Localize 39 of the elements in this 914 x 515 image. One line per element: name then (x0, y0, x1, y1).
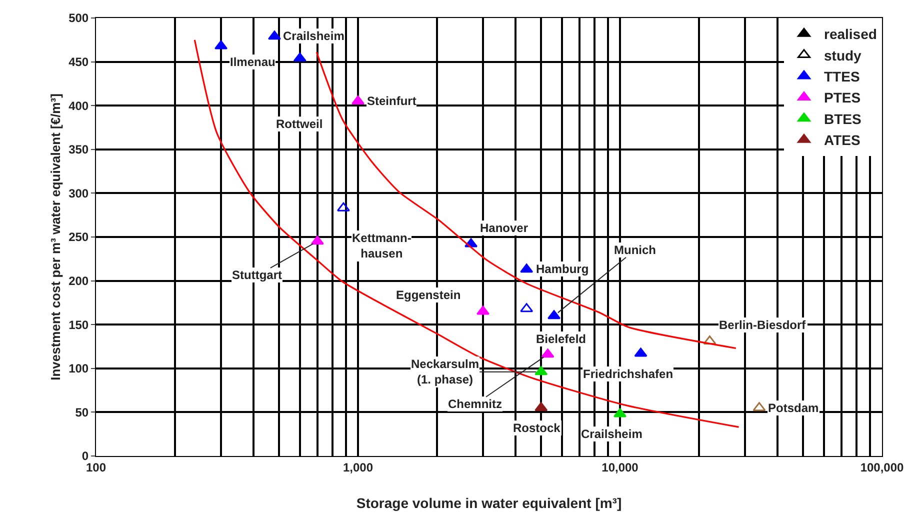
y-tick-label: 500 (68, 11, 89, 26)
y-tick-label: 250 (68, 230, 89, 244)
annotation: Steinfurt (367, 94, 416, 108)
y-tick-label: 350 (68, 142, 89, 157)
x-tick-label: 100,000 (860, 460, 904, 474)
y-tick-label: 450 (68, 55, 89, 69)
y-tick-label: 100 (68, 362, 89, 376)
y-tick-label: 300 (68, 186, 89, 200)
legend-label: BTES (824, 110, 862, 127)
annotation: Chemnitz (448, 397, 502, 411)
y-axis-title: Investment cost per m³ water equivalent [€/m³] (48, 94, 63, 380)
x-tick-label: 1,000 (342, 460, 374, 474)
y-tick-label: 150 (68, 318, 89, 332)
annotation: Crailsheim (283, 29, 344, 43)
x-tick-label: 10,000 (602, 460, 639, 474)
annotation: Ilmenau (230, 55, 276, 69)
annotation: Hamburg (536, 262, 589, 276)
annotation: Rostock (513, 421, 561, 435)
annotation: Bielefeld (536, 332, 586, 346)
y-tick-label: 400 (68, 98, 89, 113)
x-axis-title: Storage volume in water equivalent [m³] (356, 495, 622, 511)
legend-label: study (824, 47, 862, 64)
y-tick-label: 50 (75, 405, 89, 420)
annotation: Neckarsulm (1. phase) (411, 357, 480, 387)
legend-label: realised (824, 26, 877, 42)
annotation: Stuttgart (232, 268, 282, 282)
annotation: Potsdam (768, 401, 819, 415)
legend-label: ATES (824, 132, 860, 148)
annotation: Eggenstein (396, 288, 461, 302)
annotation: Friedrichshafen (583, 367, 674, 381)
annotation: Crailsheim (581, 427, 642, 441)
annotation: Munich (614, 243, 656, 257)
y-tick-label: 200 (68, 274, 89, 288)
annotation: Berlin-Biesdorf (719, 318, 807, 332)
annotation: Kettmann- hausen (352, 231, 412, 261)
annotation: Rottweil (276, 117, 323, 131)
legend-label: PTES (824, 90, 861, 106)
legend-label: TTES (824, 68, 860, 84)
annotation: Hanover (480, 221, 528, 235)
